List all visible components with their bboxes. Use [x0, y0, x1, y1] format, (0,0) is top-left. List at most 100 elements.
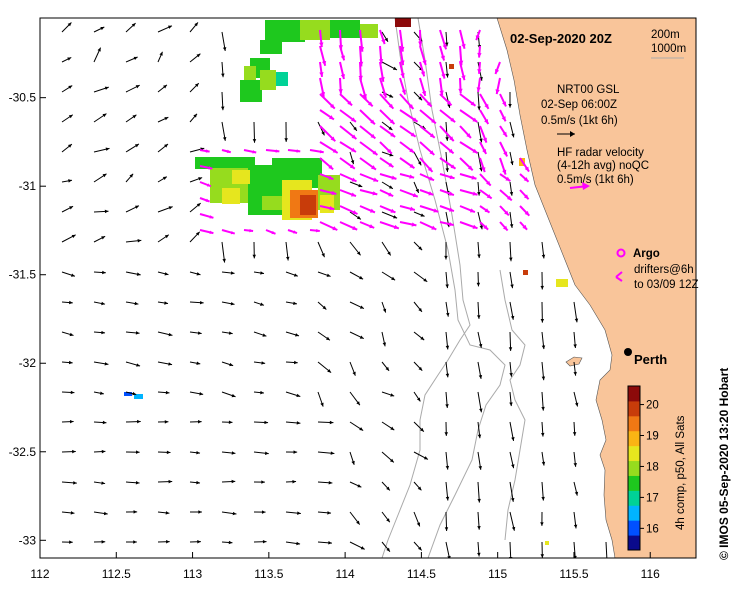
vector-head — [164, 234, 169, 239]
vector-head — [222, 136, 227, 141]
vector-head — [135, 450, 140, 454]
vector-head — [340, 55, 345, 61]
vector-head — [164, 272, 169, 276]
vector-head — [433, 208, 439, 213]
vector-head — [196, 203, 201, 207]
vector-head — [416, 397, 421, 402]
vector-head — [356, 401, 360, 406]
vector-head — [445, 73, 449, 78]
vector-head — [427, 167, 433, 172]
vector-head — [417, 161, 422, 166]
vector-head — [101, 481, 106, 485]
vector-head — [479, 225, 483, 230]
sst-patches — [124, 18, 568, 545]
vector-head — [461, 43, 466, 49]
vector-head — [388, 185, 393, 189]
vector-head — [523, 177, 529, 182]
vector-head — [477, 106, 481, 111]
vector-head — [196, 53, 201, 58]
vector-head — [509, 402, 513, 407]
lon-tick-label: 112 — [30, 567, 49, 581]
vector-head — [320, 92, 326, 97]
contour-1000m — [394, 18, 506, 558]
vector-head — [101, 540, 106, 544]
vector-head — [471, 175, 477, 180]
vector-head — [164, 301, 169, 305]
vector-head — [329, 420, 334, 425]
vector-head — [133, 510, 138, 514]
vector-head — [523, 194, 529, 200]
vector-head — [357, 484, 362, 488]
credit-text: © IMOS 05-Sep-2020 13:20 Hobart — [717, 368, 731, 560]
lon-tick-label: 114 — [336, 567, 355, 581]
vector-head — [423, 278, 428, 282]
vector-head — [445, 137, 449, 141]
vector-head — [264, 420, 269, 425]
vector-head — [252, 254, 256, 259]
colorbar-segment — [628, 505, 640, 521]
vector-head — [605, 559, 608, 563]
vector-head — [322, 305, 327, 310]
vector-head — [260, 390, 264, 395]
vector-head — [228, 540, 233, 545]
vector-head — [162, 176, 167, 181]
vector-head — [262, 539, 267, 544]
vector-head — [356, 520, 360, 525]
vector-head — [352, 225, 358, 230]
vector-head — [484, 103, 489, 109]
vector-head — [328, 541, 332, 545]
vector-head — [409, 148, 415, 153]
vector-head — [349, 164, 355, 169]
rottnest-island — [565, 356, 583, 367]
vector-head — [422, 60, 427, 66]
vector-head — [386, 547, 390, 552]
plot-frame — [39, 17, 697, 559]
vector-head — [198, 510, 202, 514]
vector-head — [439, 90, 444, 96]
colorbar-segment — [628, 460, 640, 476]
vector-head — [540, 285, 544, 290]
radar-legend-line-1: HF radar velocity — [557, 147, 644, 159]
vector-head — [445, 168, 449, 172]
vector-head — [444, 255, 448, 260]
vector-head — [294, 360, 298, 365]
vector-head — [503, 151, 508, 157]
vector-head — [164, 143, 169, 148]
vector-head — [510, 315, 515, 320]
vector-head — [446, 312, 450, 317]
vector-head — [382, 92, 387, 98]
hf-radar-arrows — [199, 29, 531, 235]
vector-head — [231, 451, 236, 455]
vector-head — [483, 224, 489, 230]
vector-head — [321, 253, 325, 258]
vector-head — [330, 451, 335, 455]
vector-head — [388, 103, 394, 109]
lat-tick-label: -33 — [19, 533, 37, 547]
vector-head — [369, 224, 375, 229]
vector-head — [484, 118, 489, 124]
vector-head — [477, 526, 481, 530]
vector-head — [444, 527, 449, 531]
vector-head — [168, 206, 173, 210]
vector-head — [70, 390, 75, 395]
vector-head — [221, 73, 225, 78]
vector-head — [382, 308, 387, 313]
vector-head — [387, 148, 392, 154]
vector-head — [390, 208, 396, 213]
vector-head — [445, 345, 450, 350]
vector-head — [412, 193, 418, 198]
vector-head — [196, 450, 201, 455]
vector-head — [495, 89, 500, 95]
vector-head — [466, 133, 471, 138]
vector-head — [194, 83, 199, 87]
colorbar-segment — [628, 475, 640, 491]
vector-head — [360, 546, 365, 550]
vector-head — [428, 191, 434, 196]
vector-head — [387, 251, 391, 256]
vector-head — [262, 333, 267, 337]
lat-tick-label: -30.5 — [9, 91, 37, 105]
vector-head — [411, 222, 417, 227]
vector-head — [284, 138, 288, 142]
vector-head — [390, 426, 395, 431]
vector-head — [445, 284, 449, 289]
